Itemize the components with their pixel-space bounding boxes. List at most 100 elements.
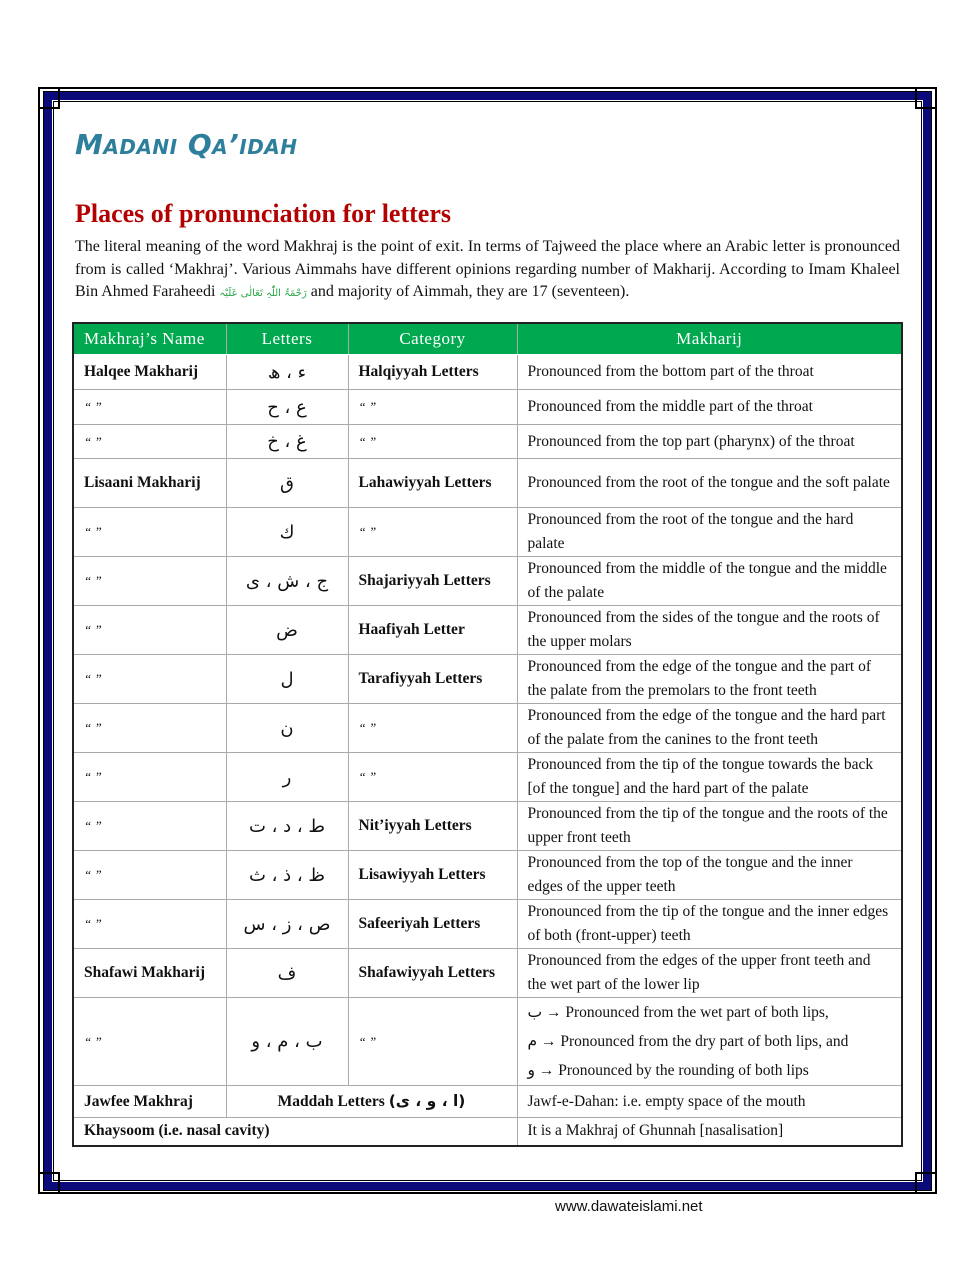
table-row: “ ” ك “ ” Pronounced from the root of the t… xyxy=(72,507,903,557)
category: “ ” xyxy=(347,752,518,802)
lips-line: م → Pronounced from the dry part of both… xyxy=(528,1027,892,1056)
makharij-desc: Pronounced from the edge of the tongue a… xyxy=(516,654,903,704)
category: Halqiyyah Letters xyxy=(347,354,518,390)
letters: ب ، م ، و xyxy=(225,997,349,1086)
letters: ج ، ش ، ی xyxy=(225,556,349,606)
category: “ ” xyxy=(347,507,518,557)
letters: ظ ، ذ ، ث xyxy=(225,850,349,900)
category: Haafiyah Letter xyxy=(347,605,518,655)
table-row: “ ” ض Haafiyah Letter Pronounced from the s… xyxy=(72,605,903,655)
makharij-table: Makhraj’s Name Letters Category Makharij… xyxy=(72,322,903,1147)
makhraj-name: “ ” xyxy=(72,899,227,949)
corner-ornament xyxy=(38,87,60,109)
table-row-jawfee: Jawfee Makhraj Maddah Letters (ا ، و ، ی… xyxy=(72,1085,903,1118)
corner-ornament xyxy=(915,87,937,109)
makharij-desc: Pronounced from the root of the tongue a… xyxy=(516,458,903,508)
letter: ب xyxy=(527,1003,543,1021)
category: “ ” xyxy=(347,424,518,459)
intro-paragraph: The literal meaning of the word Makhraj … xyxy=(75,236,900,306)
makharij-desc: Pronounced from the middle part of the t… xyxy=(516,389,903,425)
makhraj-name: “ ” xyxy=(72,605,227,655)
makharij-desc: Jawf-e-Dahan: i.e. empty space of the mo… xyxy=(516,1085,903,1118)
category: Shajariyyah Letters xyxy=(347,556,518,606)
makharij-desc: Pronounced from the root of the tongue a… xyxy=(516,507,903,557)
maddah-letters: (ا ، و ، ی) xyxy=(388,1092,466,1110)
line-text: → Pronounced by the rounding of both lip… xyxy=(538,1062,809,1079)
lips-line: ب → Pronounced from the wet part of both… xyxy=(528,998,892,1027)
letter: و xyxy=(527,1061,536,1079)
table-header-row: Makhraj’s Name Letters Category Makharij xyxy=(72,322,903,355)
page-border-band xyxy=(43,91,932,1191)
makhraj-name: “ ” xyxy=(72,997,227,1086)
table-row: “ ” غ ، خ “ ” Pronounced from the top part … xyxy=(72,424,903,459)
table-row: “ ” ن “ ” Pronounced from the edge of the t… xyxy=(72,703,903,753)
letters: ر xyxy=(225,752,349,802)
makhraj-name: “ ” xyxy=(72,752,227,802)
makhraj-name: “ ” xyxy=(72,389,227,425)
makharij-desc: Pronounced from the edges of the upper f… xyxy=(516,948,903,998)
makharij-desc: Pronounced from the tip of the tongue an… xyxy=(516,899,903,949)
makhraj-name: “ ” xyxy=(72,703,227,753)
letters: Maddah Letters (ا ، و ، ی) xyxy=(225,1085,518,1118)
honorific: رَحْمَۃُ اللّٰہِ تَعَالٰی عَلَیْہ xyxy=(219,288,307,299)
makharij-desc: Pronounced from the sides of the tongue … xyxy=(516,605,903,655)
table-row: “ ” ص ، ز ، س Safeeriyah Letters Pronounced… xyxy=(72,899,903,949)
makharij-desc: It is a Makhraj of Ghunnah [nasalisation… xyxy=(516,1117,903,1146)
letters: ل xyxy=(225,654,349,704)
makharij-desc: Pronounced from the top of the tongue an… xyxy=(516,850,903,900)
column-header-makharij: Makharij xyxy=(516,322,903,355)
table-row: Halqee Makharij ء ، ھ Halqiyyah Letters Pro… xyxy=(72,354,903,390)
column-header-category: Category xyxy=(347,322,518,355)
table-row: “ ” ل Tarafiyyah Letters Pronounced from th… xyxy=(72,654,903,704)
category: Safeeriyah Letters xyxy=(347,899,518,949)
makhraj-name: “ ” xyxy=(72,654,227,704)
makhraj-name: Shafawi Makharij xyxy=(72,948,227,998)
page-border-outer xyxy=(38,87,937,1194)
letter: م xyxy=(527,1032,538,1050)
intro-text-end: and majority of Aimmah, they are 17 (sev… xyxy=(310,283,630,300)
letters: ك xyxy=(225,507,349,557)
section-heading: Places of pronunciation for letters xyxy=(75,199,451,228)
letters: ص ، ز ، س xyxy=(225,899,349,949)
category: Nit’iyyah Letters xyxy=(347,801,518,851)
letters: ق xyxy=(225,458,349,508)
category: Lahawiyyah Letters xyxy=(347,458,518,508)
letters: غ ، خ xyxy=(225,424,349,459)
maddah-label: Maddah Letters xyxy=(277,1093,385,1110)
website-url[interactable]: www.dawateislami.net xyxy=(555,1198,703,1215)
makharij-desc: Pronounced from the bottom part of the t… xyxy=(516,354,903,390)
makharij-desc: Pronounced from the middle of the tongue… xyxy=(516,556,903,606)
corner-ornament xyxy=(38,1172,60,1194)
makharij-desc: Pronounced from the tip of the tongue to… xyxy=(516,752,903,802)
makhraj-name: Jawfee Makhraj xyxy=(72,1085,227,1118)
makhraj-name: “ ” xyxy=(72,556,227,606)
makharij-desc: ب → Pronounced from the wet part of both… xyxy=(516,997,903,1086)
letters: ف xyxy=(225,948,349,998)
line-text: → Pronounced from the wet part of both l… xyxy=(545,1004,829,1021)
category: Lisawiyyah Letters xyxy=(347,850,518,900)
letters: ط ، د ، ت xyxy=(225,801,349,851)
makharij-desc: Pronounced from the tip of the tongue an… xyxy=(516,801,903,851)
page-border-inner xyxy=(53,101,922,1181)
category: “ ” xyxy=(347,389,518,425)
makharij-desc: Pronounced from the top part (pharynx) o… xyxy=(516,424,903,459)
lips-line: و → Pronounced by the rounding of both l… xyxy=(528,1056,892,1085)
intro-text: The literal meaning of the word Makhraj … xyxy=(75,238,900,300)
line-text: → Pronounced from the dry part of both l… xyxy=(540,1033,849,1050)
table-row: Lisaani Makharij ق Lahawiyyah Letters Prono… xyxy=(72,458,903,508)
category: “ ” xyxy=(347,703,518,753)
book-title: Madani Qa’idah xyxy=(75,128,298,161)
makhraj-name: “ ” xyxy=(72,801,227,851)
makhraj-name: “ ” xyxy=(72,507,227,557)
letters: ض xyxy=(225,605,349,655)
makhraj-name: “ ” xyxy=(72,850,227,900)
makhraj-name: Khaysoom (i.e. nasal cavity) xyxy=(72,1117,518,1146)
table-row: “ ” ع ، ح “ ” Pronounced from the middle pa… xyxy=(72,389,903,425)
makharij-desc: Pronounced from the edge of the tongue a… xyxy=(516,703,903,753)
table-row: “ ” ط ، د ، ت Nit’iyyah Letters Pronounced … xyxy=(72,801,903,851)
table-row-khaysoom: Khaysoom (i.e. nasal cavity) It is a Mak… xyxy=(72,1117,903,1146)
letters: ء ، ھ xyxy=(225,354,349,390)
column-header-letters: Letters xyxy=(225,322,349,355)
table-row: Shafawi Makharij ف Shafawiyyah Letters Pron… xyxy=(72,948,903,998)
